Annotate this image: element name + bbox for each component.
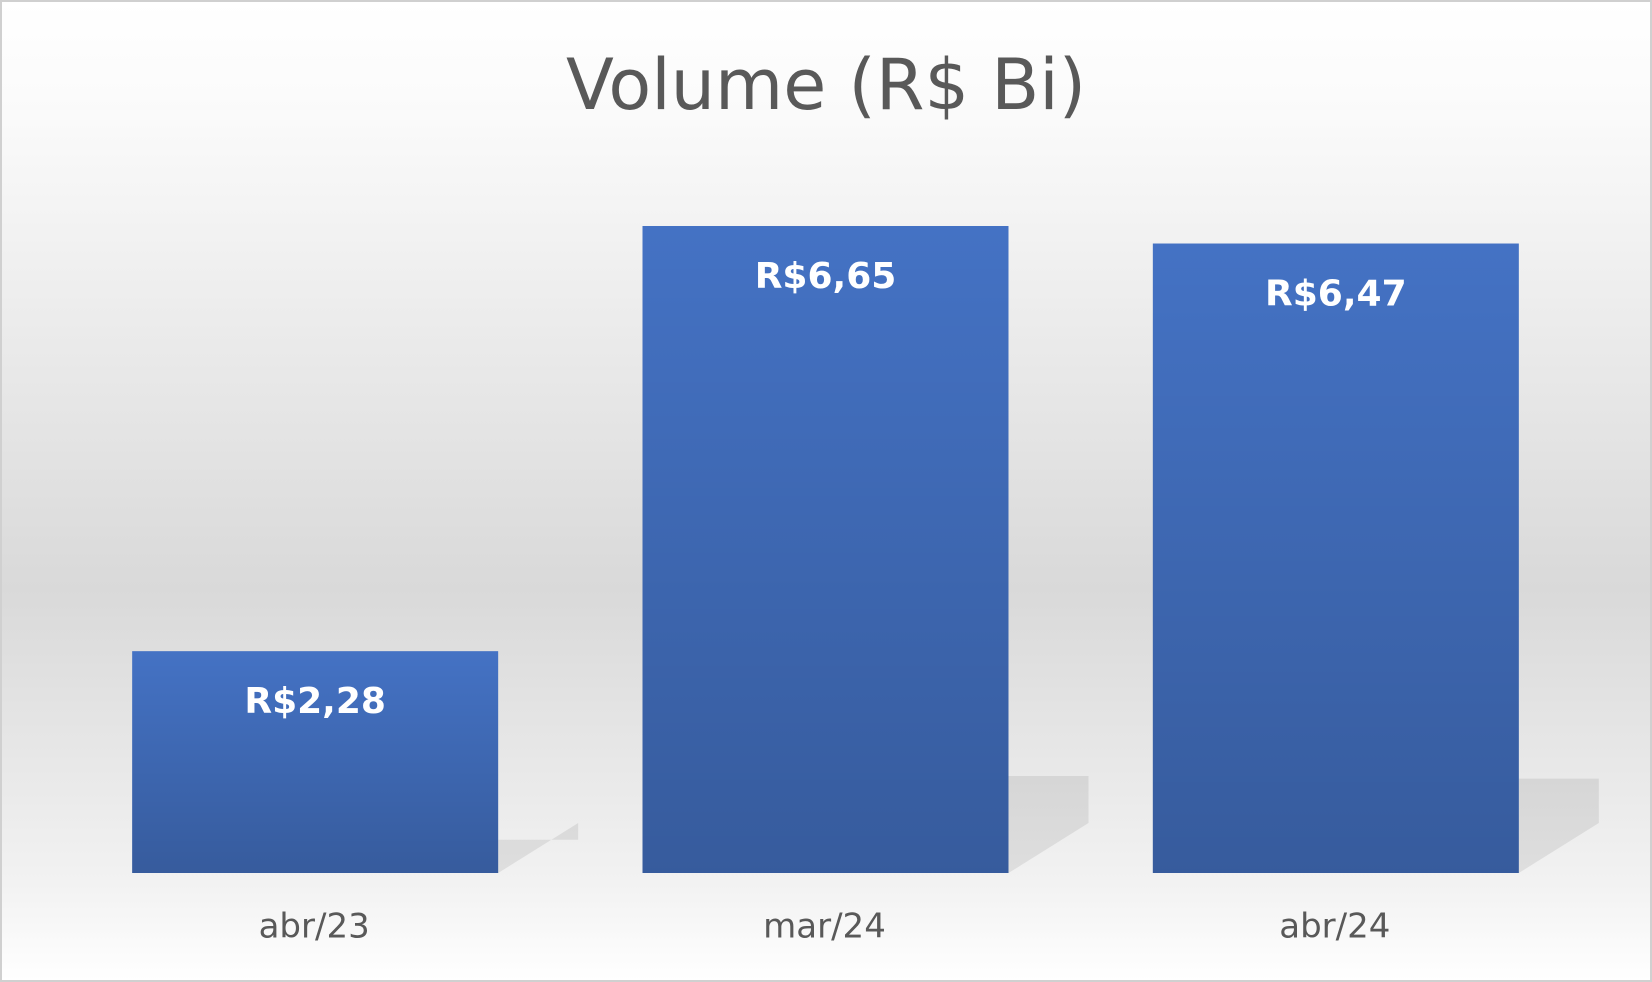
data-label: R$6,65 [755, 256, 897, 297]
bar-shade [642, 226, 1009, 873]
bar-shade [132, 651, 499, 873]
x-tick-label: abr/24 [1279, 907, 1390, 947]
bar-shadow [498, 823, 579, 873]
bar-shadow [1518, 778, 1599, 873]
x-tick-label: abr/23 [259, 907, 370, 947]
chart-title: Volume (R$ Bi) [566, 44, 1086, 126]
x-tick-label: mar/24 [763, 907, 886, 947]
bar-shade [1152, 243, 1519, 873]
data-label: R$2,28 [244, 681, 386, 722]
data-label: R$6,47 [1265, 274, 1407, 315]
bar-shadow [1008, 775, 1089, 873]
